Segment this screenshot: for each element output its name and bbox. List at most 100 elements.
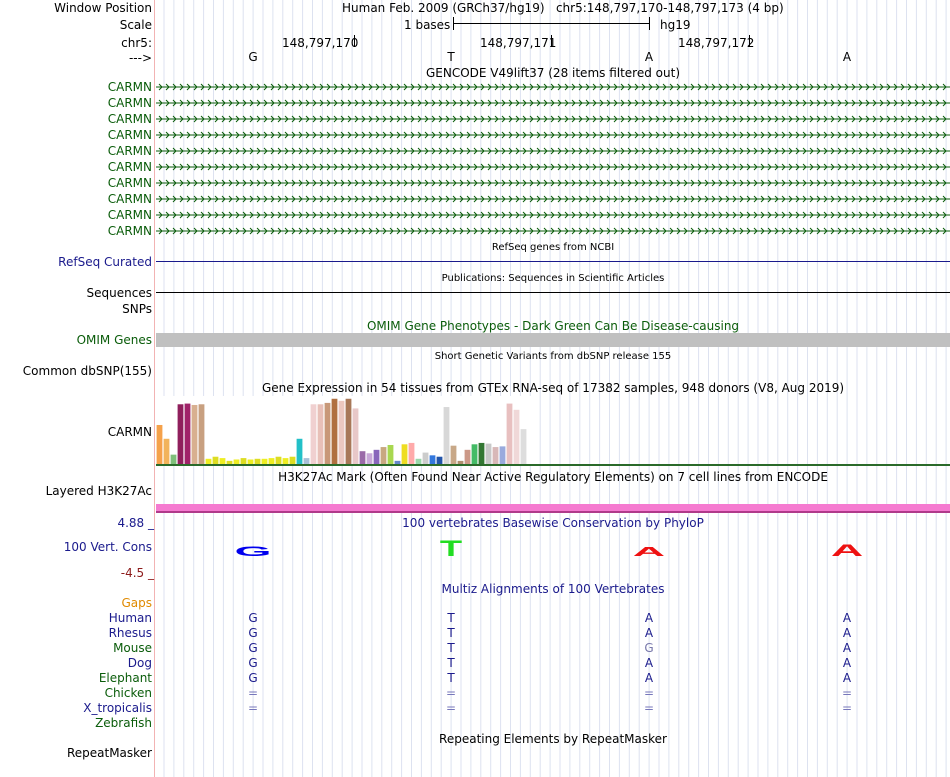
gtex-bar-t23[interactable]: [310, 404, 317, 465]
gtex-bar-t10[interactable]: [219, 458, 226, 465]
phylop-track-title[interactable]: 100 vertebrates Basewise Conservation by…: [402, 516, 704, 530]
gtex-bar-t29[interactable]: [352, 408, 359, 465]
gencode-track-title[interactable]: GENCODE V49lift37 (28 items filtered out…: [425, 66, 680, 80]
publications-track-title[interactable]: Publications: Sequences in Scientific Ar…: [441, 273, 665, 284]
gtex-bar-t19[interactable]: [282, 458, 289, 465]
gencode-transcript[interactable]: [156, 194, 950, 204]
species-label[interactable]: Chicken: [104, 686, 152, 700]
sequences-label[interactable]: Sequences: [86, 286, 152, 300]
gtex-label[interactable]: CARMN: [107, 425, 152, 439]
gtex-bar-t36[interactable]: [401, 444, 408, 465]
gtex-bar-t47[interactable]: [478, 442, 485, 465]
gtex-bar-t31[interactable]: [366, 453, 373, 465]
gtex-chart[interactable]: [156, 396, 950, 466]
sequences-line[interactable]: [156, 292, 950, 293]
gtex-bar-t48[interactable]: [485, 443, 492, 465]
species-label[interactable]: Zebrafish: [95, 716, 152, 730]
gtex-bar-t44[interactable]: [457, 460, 464, 465]
gencode-item-label[interactable]: CARMN: [107, 112, 152, 126]
gaps-label[interactable]: Gaps: [121, 596, 152, 610]
gtex-bar-t16[interactable]: [261, 458, 268, 465]
gencode-transcript[interactable]: [156, 82, 950, 92]
gtex-bar-t6[interactable]: [191, 404, 198, 465]
gtex-track-title[interactable]: Gene Expression in 54 tissues from GTEx …: [261, 381, 845, 395]
gencode-transcript[interactable]: [156, 146, 950, 156]
gtex-bar-t35[interactable]: [394, 460, 401, 465]
gtex-bar-t49[interactable]: [492, 447, 499, 465]
refseq-line[interactable]: [156, 261, 950, 262]
gtex-bar-t1[interactable]: [156, 424, 163, 465]
omim-bar[interactable]: [156, 333, 950, 347]
omim-track-title[interactable]: OMIM Gene Phenotypes - Dark Green Can Be…: [366, 319, 740, 333]
gtex-bar-t21[interactable]: [296, 438, 303, 465]
gtex-bar-t38[interactable]: [415, 458, 422, 465]
gencode-transcript[interactable]: [156, 226, 950, 236]
gencode-transcript[interactable]: [156, 114, 950, 124]
species-label[interactable]: Dog: [127, 656, 152, 670]
species-label[interactable]: X_tropicalis: [83, 701, 152, 715]
h3k27ac-label[interactable]: Layered H3K27Ac: [45, 484, 152, 498]
phylop-logo[interactable]: G T A A: [156, 536, 950, 558]
gtex-bar-t26[interactable]: [331, 398, 338, 465]
gencode-item-label[interactable]: CARMN: [107, 128, 152, 142]
omim-label[interactable]: OMIM Genes: [76, 333, 152, 347]
gtex-bar-t50[interactable]: [499, 446, 506, 465]
h3k27ac-track-title[interactable]: H3K27Ac Mark (Often Found Near Active Re…: [278, 470, 828, 484]
dbsnp-label[interactable]: Common dbSNP(155): [22, 364, 152, 378]
gtex-bar-t5[interactable]: [184, 403, 191, 465]
species-label[interactable]: Human: [108, 611, 152, 625]
gtex-bar-t8[interactable]: [205, 458, 212, 465]
gencode-item-label[interactable]: CARMN: [107, 192, 152, 206]
gtex-bar-t33[interactable]: [380, 447, 387, 465]
refseq-label[interactable]: RefSeq Curated: [58, 255, 152, 269]
gtex-bar-t11[interactable]: [226, 460, 233, 465]
repeatmasker-track-title[interactable]: Repeating Elements by RepeatMasker: [439, 732, 667, 746]
gtex-bar-t46[interactable]: [471, 444, 478, 465]
gtex-bar-t32[interactable]: [373, 449, 380, 465]
gtex-bar-t39[interactable]: [422, 452, 429, 465]
gtex-bar-t7[interactable]: [198, 404, 205, 465]
multiz-track-title[interactable]: Multiz Alignments of 100 Vertebrates: [441, 582, 665, 596]
gtex-bar-t52[interactable]: [513, 409, 520, 465]
gtex-bar-t24[interactable]: [317, 404, 324, 465]
gtex-bar-t42[interactable]: [443, 407, 450, 465]
gtex-bar-t13[interactable]: [240, 458, 247, 465]
gtex-bar-t41[interactable]: [436, 456, 443, 465]
gencode-transcript[interactable]: [156, 162, 950, 172]
gtex-bar-t14[interactable]: [247, 459, 254, 465]
gencode-transcript[interactable]: [156, 130, 950, 140]
gtex-bar-t4[interactable]: [177, 404, 184, 465]
h3k27ac-signal[interactable]: [156, 504, 950, 511]
gtex-bar-t22[interactable]: [303, 458, 310, 465]
gtex-bar-t37[interactable]: [408, 442, 415, 465]
dbsnp-track-title[interactable]: Short Genetic Variants from dbSNP releas…: [434, 351, 672, 362]
gtex-bar-t15[interactable]: [254, 458, 261, 465]
repeatmasker-label[interactable]: RepeatMasker: [66, 746, 152, 760]
gencode-item-label[interactable]: CARMN: [107, 208, 152, 222]
gencode-transcript[interactable]: [156, 98, 950, 108]
gtex-bar-t3[interactable]: [170, 454, 177, 465]
gencode-item-label[interactable]: CARMN: [107, 160, 152, 174]
gtex-bar-t53[interactable]: [520, 429, 527, 465]
gtex-bar-t9[interactable]: [212, 456, 219, 465]
gtex-bar-t43[interactable]: [450, 445, 457, 465]
gencode-item-label[interactable]: CARMN: [107, 96, 152, 110]
species-label[interactable]: Elephant: [98, 671, 152, 685]
gtex-bar-t27[interactable]: [338, 400, 345, 465]
gencode-item-label[interactable]: CARMN: [107, 224, 152, 238]
gencode-transcript[interactable]: [156, 178, 950, 188]
gtex-bar-t30[interactable]: [359, 451, 366, 465]
gtex-bar-t17[interactable]: [268, 458, 275, 465]
gtex-bar-t34[interactable]: [387, 444, 394, 465]
phylop-label[interactable]: 100 Vert. Cons: [63, 540, 152, 554]
gtex-bar-t25[interactable]: [324, 402, 331, 465]
gtex-bar-t51[interactable]: [506, 403, 513, 465]
gencode-item-label[interactable]: CARMN: [107, 80, 152, 94]
gtex-bar-t2[interactable]: [163, 438, 170, 465]
gtex-bar-t18[interactable]: [275, 456, 282, 465]
refseq-track-title[interactable]: RefSeq genes from NCBI: [491, 242, 615, 253]
gencode-item-label[interactable]: CARMN: [107, 144, 152, 158]
gtex-bar-t28[interactable]: [345, 398, 352, 465]
species-label[interactable]: Mouse: [113, 641, 152, 655]
gtex-bar-t20[interactable]: [289, 456, 296, 465]
